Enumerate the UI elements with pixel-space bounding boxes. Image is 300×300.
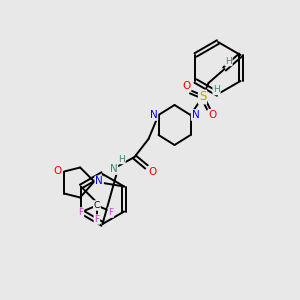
Text: O: O — [182, 81, 190, 91]
Text: O: O — [53, 167, 61, 176]
Text: N: N — [150, 110, 158, 120]
Text: F: F — [78, 208, 83, 217]
Text: N: N — [192, 110, 200, 120]
Text: H: H — [118, 154, 125, 164]
Text: N: N — [95, 176, 103, 187]
Text: F: F — [108, 208, 113, 217]
Text: S: S — [199, 91, 206, 103]
Text: O: O — [208, 110, 217, 120]
Text: C: C — [94, 201, 100, 210]
Text: O: O — [148, 167, 157, 177]
Text: H: H — [225, 56, 232, 65]
Text: F: F — [94, 215, 99, 224]
Text: H: H — [213, 85, 220, 94]
Text: N: N — [110, 164, 117, 174]
